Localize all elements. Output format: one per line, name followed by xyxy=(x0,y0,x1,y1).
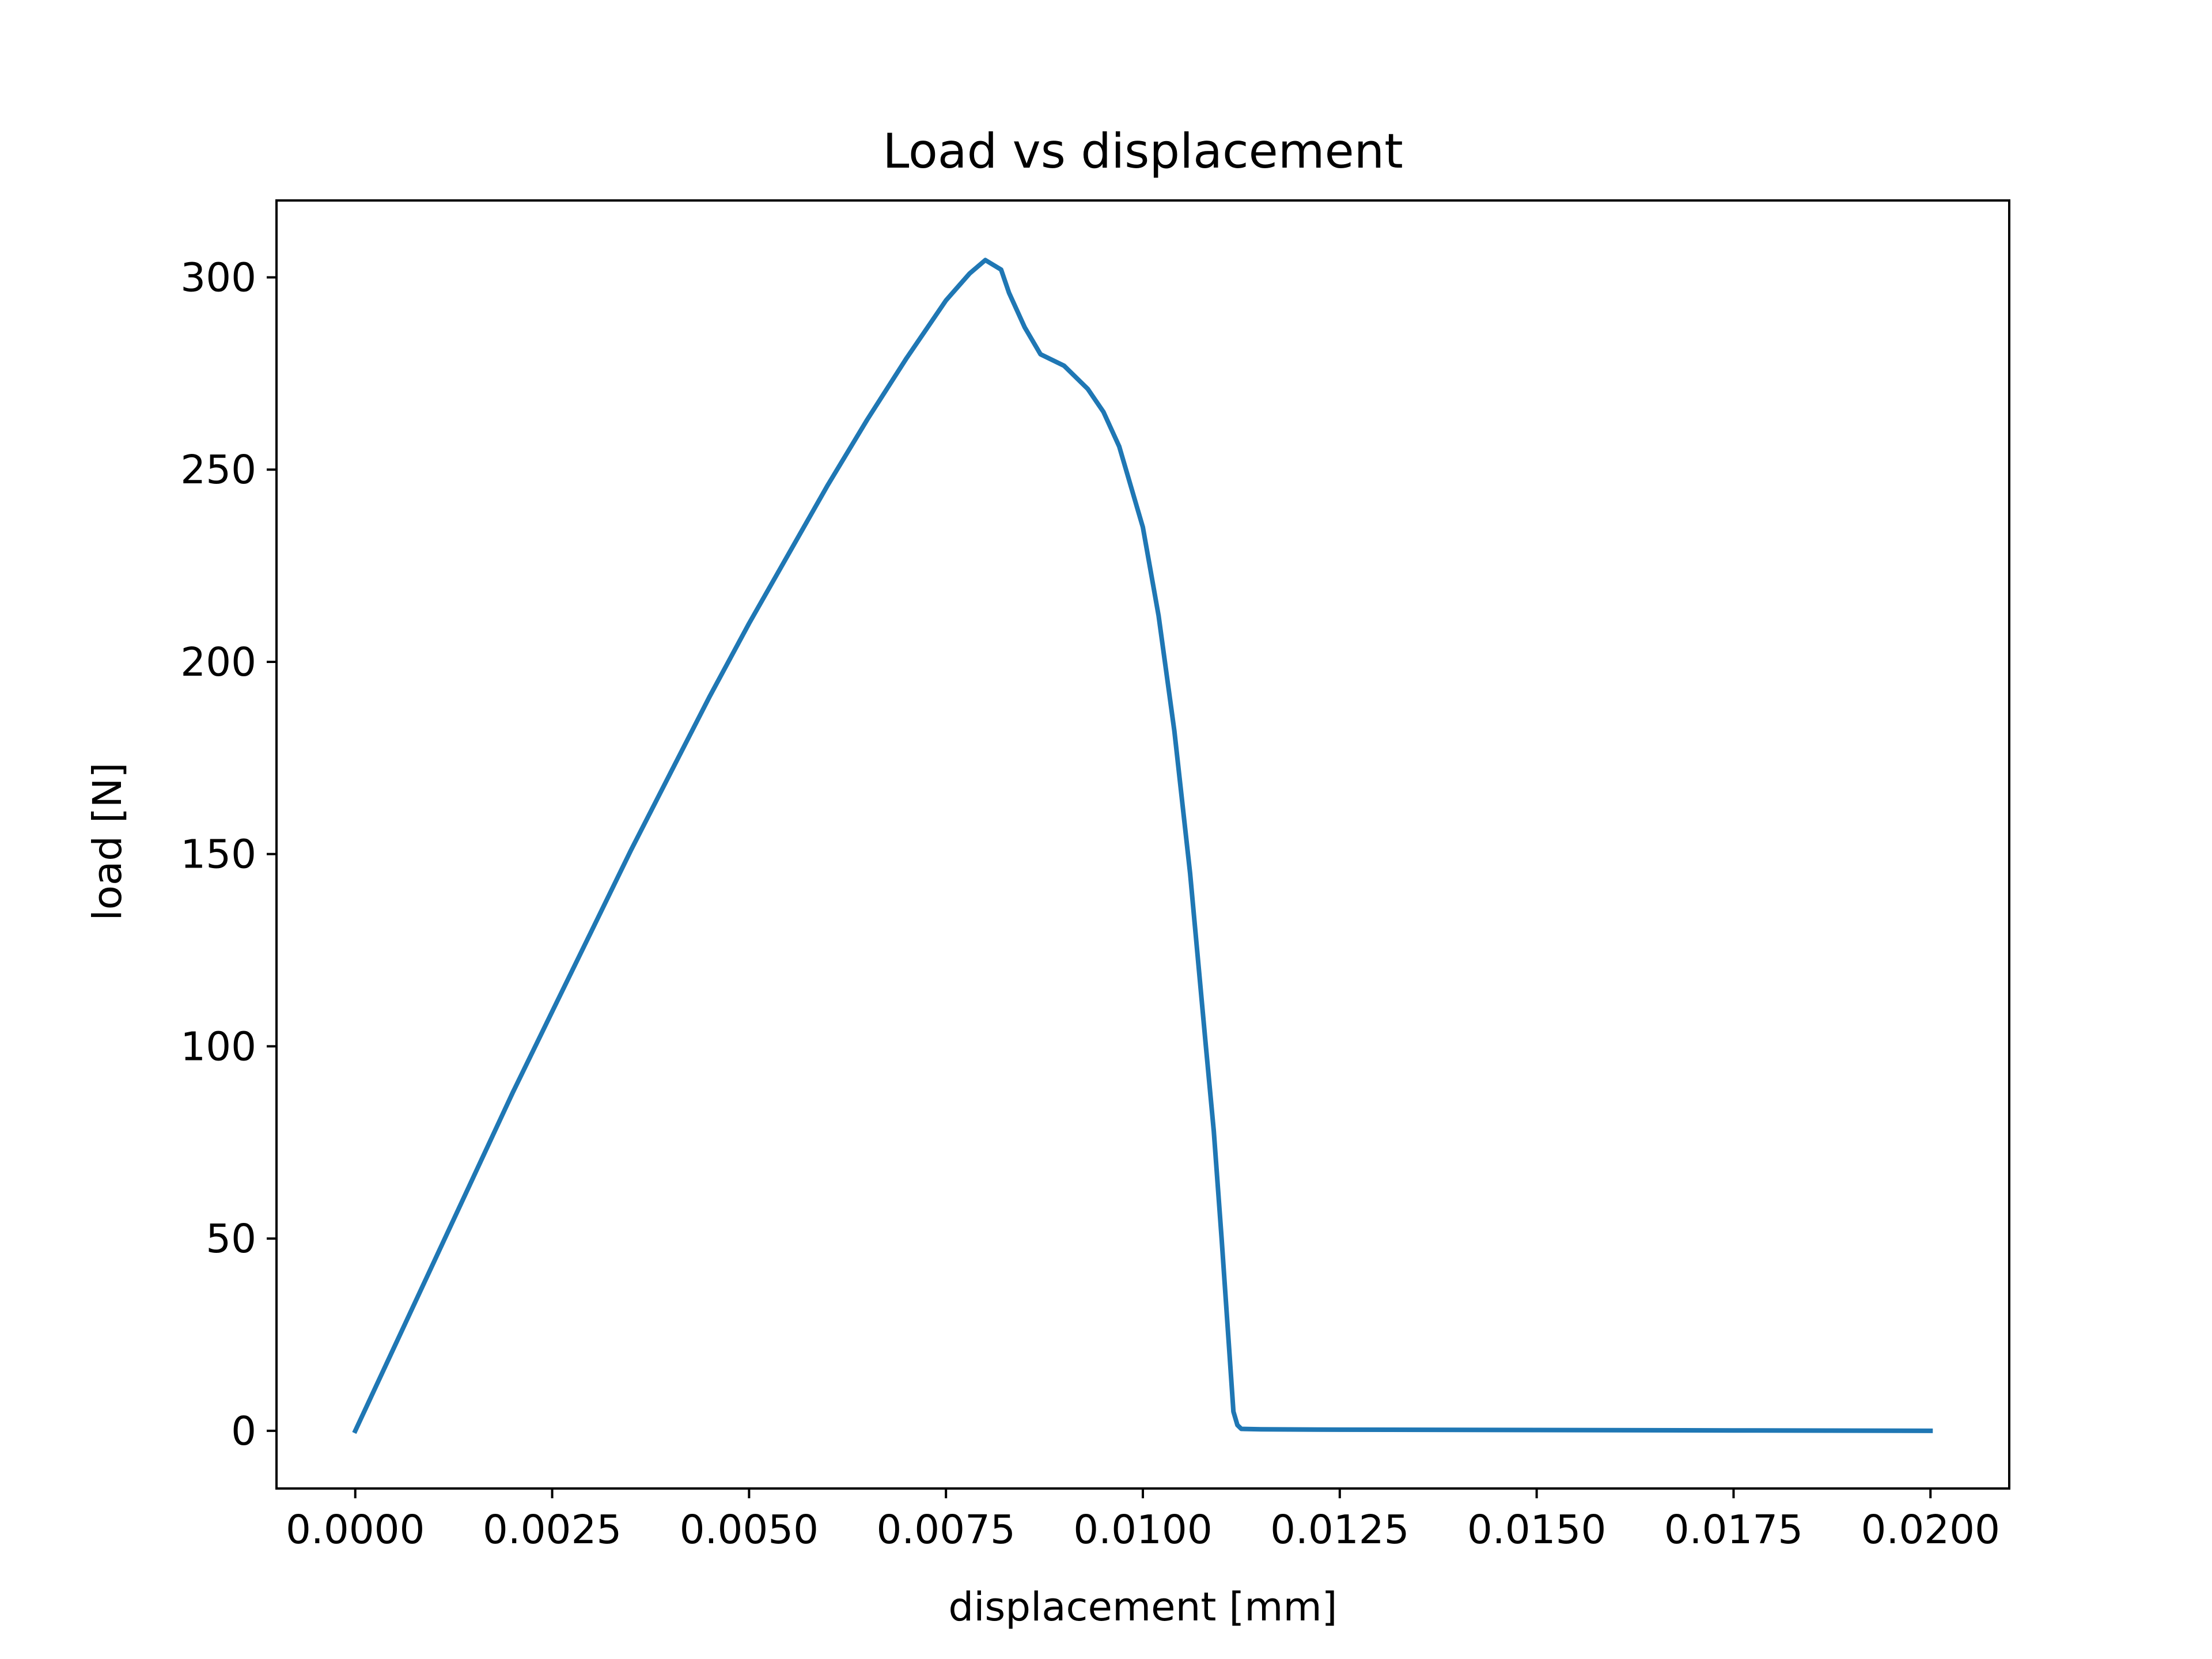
x-tick-label: 0.0075 xyxy=(876,1507,1015,1553)
x-tick-label: 0.0025 xyxy=(483,1507,622,1553)
x-tick-label: 0.0125 xyxy=(1270,1507,1409,1553)
y-tick-label: 200 xyxy=(180,639,256,685)
series-line-0 xyxy=(352,257,1933,1434)
x-tick-label: 0.0050 xyxy=(680,1507,819,1553)
x-tick-label: 0.0000 xyxy=(286,1507,425,1553)
y-tick-label: 100 xyxy=(180,1024,256,1070)
y-tick-label: 0 xyxy=(231,1408,256,1455)
y-axis-label: load [N] xyxy=(85,763,131,921)
x-tick-label: 0.0150 xyxy=(1467,1507,1606,1553)
y-tick-label: 150 xyxy=(180,832,256,878)
y-axis: 0 50 100 150 200 250 300 xyxy=(180,255,276,1455)
x-tick-label: 0.0100 xyxy=(1073,1507,1212,1553)
x-tick-label: 0.0175 xyxy=(1664,1507,1803,1553)
y-tick-label: 50 xyxy=(206,1216,256,1262)
x-tick-label: 0.0200 xyxy=(1861,1507,2000,1553)
series-layer xyxy=(352,257,1933,1434)
x-axis-label: displacement [mm] xyxy=(948,1584,1337,1630)
y-tick-label: 300 xyxy=(180,255,256,301)
x-axis: 0.0000 0.0025 0.0050 0.0075 0.0100 0.0125 0.01… xyxy=(286,1488,2000,1553)
y-tick-label: 250 xyxy=(180,447,256,493)
chart-title: Load vs displacement xyxy=(882,123,1403,179)
